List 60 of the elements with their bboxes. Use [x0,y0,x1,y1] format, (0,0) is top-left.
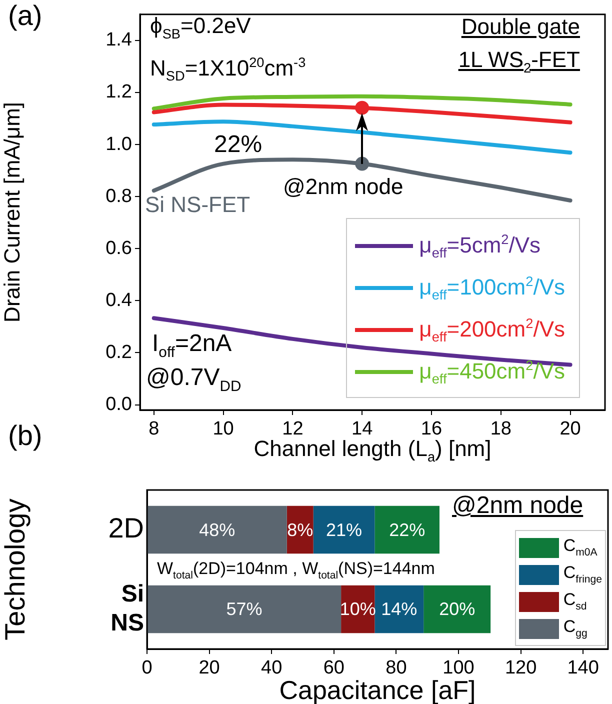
y-tick-label: 1.0 [106,134,132,155]
x-tick-label: 40 [261,658,282,679]
x-tick-label: 80 [386,658,407,679]
annotation: @2nm node [283,174,404,199]
x-tick-label: 10 [212,418,234,440]
annotation: I$_{off}$=2nA [152,330,232,361]
legend-label: μ$_{eff}$=100cm$^{2}$/Vs [419,274,565,302]
annotation: Si NS-FET [145,192,250,217]
annotation: W$_{total}$(2D)=104nm , W$_{total}$(NS)=144nm [157,559,435,582]
x-tick-label: 8 [148,418,160,440]
legend-label: μ$_{eff}$=200cm$^{2}$/Vs [419,316,565,344]
legend-label: C$_{fringe}$ [563,563,602,586]
annotation: N$_{SD}$=1X10$^{20}$cm$^{-3}$ [150,55,306,84]
bar [148,585,342,634]
bar [374,585,424,634]
annotation: 22% [214,131,262,158]
x-tick-label: 0 [142,658,152,679]
annotation: 21% [326,520,362,540]
x-tick-label: 120 [504,658,537,679]
annotation: 14% [381,599,418,620]
annotation: Double gate [461,14,580,39]
bar [148,506,287,554]
legend-label: C$_{gg}$ [563,617,588,640]
annotation: 57% [226,599,262,620]
x-tick-label: 20 [198,658,220,679]
annotation: 10% [340,599,376,620]
x-tick-label: 100 [442,658,474,679]
x-tick-label: 18 [490,418,512,440]
annotation: 8% [287,520,314,540]
y-tick-label: 0.4 [106,290,132,311]
y-axis-title: Drain Current [mA/μm] [0,102,24,322]
y-tick-label: 1.4 [106,30,132,51]
text: (b) [8,420,42,451]
annotation: 1L WS$_{2}$-FET [458,47,580,76]
x-tick-label: 20 [560,418,581,440]
legend-label: μ$_{eff}$=5cm$^{2}$/Vs [419,232,541,260]
y-tick-label: Si NS [110,580,144,636]
bar [424,585,491,634]
annotation: ϕ$_{SB}$=0.2eV [150,13,251,42]
text: (a) [8,0,42,31]
legend-label: C$_{sd}$ [563,590,587,613]
bar [313,506,375,554]
y-axis-title: Technology [0,498,31,640]
bar [374,506,440,554]
y-tick-label: 1.2 [106,82,132,103]
legend-label: C$_{m0A}$ [563,536,598,559]
y-tick-label: 2D [108,512,144,544]
annotation: @2nm node [452,492,584,519]
y-tick-label: 0.0 [106,394,132,416]
y-tick-label: 0.2 [106,342,132,363]
x-tick-label: 140 [567,658,599,679]
annotation: 22% [389,520,426,540]
annotation: @0.7V$_{DD}$ [146,364,242,395]
annotation: 48% [199,520,236,540]
line-series [152,94,572,111]
line-series [152,120,572,155]
y-tick-label: 0.8 [106,186,132,207]
annotation: 20% [439,599,476,620]
x-tick-label: 60 [323,658,344,679]
y-tick-label: 0.6 [106,238,132,259]
